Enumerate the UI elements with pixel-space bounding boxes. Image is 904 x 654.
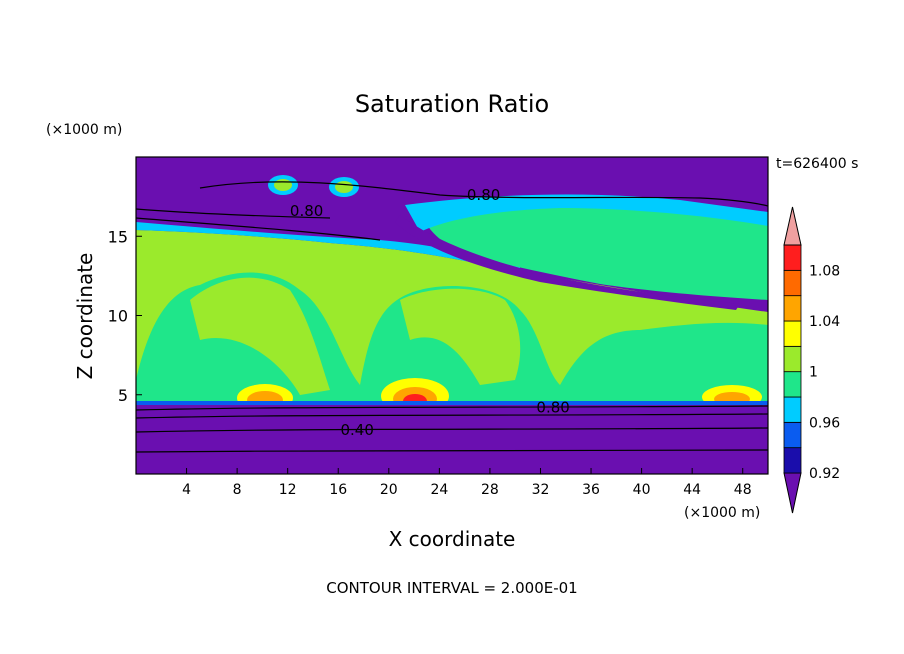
colorbar-underflow-swatch [783, 472, 802, 514]
x-tick-label: 28 [481, 482, 499, 498]
x-tick-label: 48 [734, 482, 752, 498]
colorbar-swatch [783, 421, 802, 449]
x-axis-label: X coordinate [389, 527, 516, 551]
x-tick-label: 44 [683, 482, 701, 498]
contour-label: 0.80 [536, 399, 569, 417]
contour-label: 0.40 [340, 421, 373, 439]
y-tick-label: 15 [108, 227, 128, 246]
contour-label: 0.80 [467, 186, 500, 204]
x-tick-label: 36 [582, 482, 600, 498]
colorbar-swatch [783, 345, 802, 373]
colorbar-tick-label: 1.08 [809, 263, 840, 279]
contour-interval-note: CONTOUR INTERVAL = 2.000E-01 [326, 579, 577, 597]
colorbar-overflow-swatch [783, 206, 802, 246]
colorbar-swatch [783, 371, 802, 398]
chart-title: Saturation Ratio [355, 90, 549, 118]
colorbar-swatch [783, 244, 802, 271]
colorbar-tick-label: 0.96 [809, 415, 840, 431]
x-tick-label: 12 [279, 482, 297, 498]
colorbar-swatch [783, 269, 802, 297]
y-unit-label: (×1000 m) [46, 122, 122, 138]
x-tick-label: 4 [182, 482, 191, 498]
contour-label: 0.80 [290, 202, 323, 220]
x-tick-label: 8 [233, 482, 242, 498]
y-axis-label: Z coordinate [73, 253, 97, 380]
heatmap-field [136, 157, 768, 474]
x-tick-label: 32 [532, 482, 550, 498]
x-tick-label: 24 [430, 482, 448, 498]
colorbar-tick-label: 1.04 [809, 314, 840, 330]
time-label: t=626400 s [776, 156, 858, 172]
colorbar-swatch [783, 447, 802, 474]
colorbar-swatch [783, 396, 802, 423]
y-tick-label: 5 [118, 386, 128, 405]
x-tick-label: 20 [380, 482, 398, 498]
x-tick-label: 40 [633, 482, 651, 498]
colorbar: 0.92 0.96 1 1.04 1.08 [783, 206, 840, 514]
colorbar-tick-label: 0.92 [809, 466, 840, 482]
colorbar-swatch [783, 295, 802, 322]
y-tick-label: 10 [108, 307, 128, 326]
x-tick-label: 16 [329, 482, 347, 498]
x-unit-label: (×1000 m) [684, 505, 760, 521]
colorbar-swatch [783, 320, 802, 347]
colorbar-tick-label: 1 [809, 365, 818, 381]
